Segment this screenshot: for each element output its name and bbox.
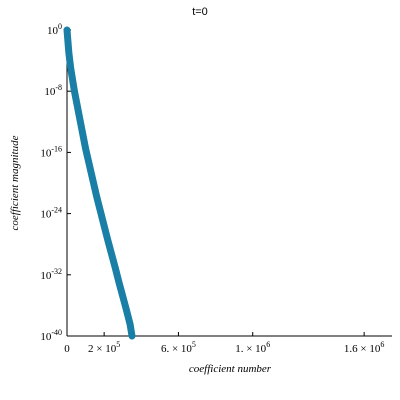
data-point <box>78 126 85 133</box>
x-tick-label: 1.6 × 106 <box>344 340 384 355</box>
data-point <box>82 145 89 152</box>
x-tick-label: 0 <box>64 343 70 355</box>
data-point <box>93 193 100 200</box>
data-point <box>119 293 126 300</box>
data-point <box>90 177 96 184</box>
data-point <box>64 27 70 33</box>
y-tick-label: 100 <box>47 22 62 37</box>
chart-title: t=0 <box>192 6 208 18</box>
data-point <box>97 208 104 215</box>
x-tick-label: 2 × 105 <box>88 340 120 355</box>
y-tick-label: 10-8 <box>44 83 62 98</box>
data-point <box>65 49 72 56</box>
data-point <box>101 222 108 229</box>
data-point <box>108 251 115 258</box>
data-point <box>116 279 122 286</box>
y-tick-label: 10-40 <box>40 328 62 343</box>
x-tick-label: 1. × 106 <box>235 340 270 355</box>
data-point <box>75 107 82 114</box>
x-tick-label: 6. × 105 <box>161 340 196 355</box>
data-point <box>67 65 74 72</box>
series-band <box>63 26 136 340</box>
x-axis-label: coefficient number <box>189 363 272 375</box>
data-series <box>63 26 136 340</box>
y-axis-ticks: 100 10-8 10-16 10-24 10-32 10-40 <box>40 22 71 343</box>
data-point <box>71 88 78 95</box>
data-point <box>64 38 71 45</box>
y-tick-label: 10-24 <box>40 206 62 221</box>
data-point <box>112 264 119 271</box>
data-point <box>123 306 130 313</box>
y-tick-label: 10-16 <box>40 144 62 159</box>
y-axis-label: coefficient magnitude <box>9 135 21 230</box>
data-point <box>127 321 134 328</box>
y-tick-label: 10-32 <box>40 267 62 282</box>
x-axis-ticks: 0 2 × 105 6. × 105 1. × 106 1.6 × 106 <box>64 332 384 355</box>
data-point <box>86 161 93 168</box>
data-point <box>129 333 135 339</box>
data-point <box>104 237 111 244</box>
